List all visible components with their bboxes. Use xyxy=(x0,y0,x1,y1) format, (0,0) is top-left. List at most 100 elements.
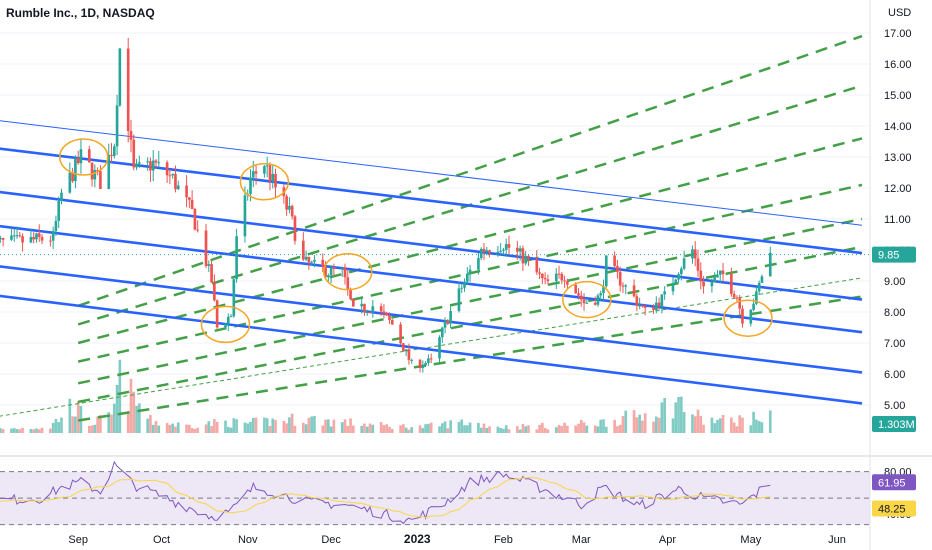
volume-bar xyxy=(563,422,566,433)
volume-bar xyxy=(718,418,722,433)
candle-body xyxy=(560,274,564,281)
candle-body xyxy=(691,249,694,259)
volume-bar xyxy=(449,420,452,433)
candle-body xyxy=(507,244,511,248)
volume-bar xyxy=(149,415,152,433)
volume-bar xyxy=(691,414,694,433)
highlight-ellipse xyxy=(323,252,373,291)
price-tick-label: 12.00 xyxy=(884,183,912,195)
candle-body xyxy=(465,273,469,282)
volume-bar xyxy=(324,419,327,433)
volume-bar xyxy=(390,428,394,433)
volume-bar xyxy=(755,419,758,433)
time-tick-label: Mar xyxy=(572,534,591,546)
candle-body xyxy=(663,291,666,295)
candle-body xyxy=(29,237,33,243)
candle-body xyxy=(563,280,566,282)
channel-line xyxy=(0,265,863,374)
candle-body xyxy=(96,170,99,172)
candle-body xyxy=(224,324,227,328)
candle-body xyxy=(504,244,508,250)
volume-bar xyxy=(457,421,461,433)
candle-body xyxy=(546,279,550,281)
time-tick-label: Dec xyxy=(321,534,341,546)
candle-body xyxy=(682,258,686,269)
volume-bar xyxy=(360,425,364,433)
volume-bar xyxy=(738,415,742,433)
candle-body xyxy=(521,248,525,264)
candle-body xyxy=(35,233,38,240)
volume-bar xyxy=(196,427,200,433)
candle-body xyxy=(54,220,58,232)
volume-bar xyxy=(618,424,622,433)
candle-body xyxy=(1,238,5,240)
candle-body xyxy=(51,231,55,241)
candle-body xyxy=(146,161,149,163)
volume-bar xyxy=(90,425,94,433)
candle-body xyxy=(249,177,252,194)
volume-bar xyxy=(713,423,717,433)
candle-body xyxy=(621,285,625,287)
candle-body xyxy=(174,173,177,190)
time-tick-label: Nov xyxy=(238,534,258,546)
volume-bar xyxy=(49,428,52,433)
candle-body xyxy=(541,273,544,279)
volume-bar xyxy=(518,429,522,433)
volume-bar xyxy=(254,417,258,433)
candle-body xyxy=(288,205,291,210)
candle-body xyxy=(151,160,155,171)
candle-body xyxy=(168,175,172,177)
candle-body xyxy=(671,282,675,292)
candle-body xyxy=(115,105,119,147)
candle-body xyxy=(165,162,169,176)
volume-bar xyxy=(329,426,333,433)
volume-bar xyxy=(93,424,97,433)
candle-body xyxy=(154,160,158,163)
volume-bar xyxy=(410,427,414,433)
highlight-ellipses[interactable] xyxy=(58,138,773,344)
volume-bar xyxy=(463,425,466,433)
volume-bar xyxy=(382,425,386,433)
candle-body xyxy=(379,306,383,312)
candle-body xyxy=(285,196,288,210)
candle-body xyxy=(10,235,13,240)
candle-body xyxy=(229,316,233,318)
candle-body xyxy=(499,250,502,252)
volume-bar xyxy=(263,417,266,433)
volume-bar xyxy=(716,419,719,433)
volume-bar xyxy=(15,429,19,433)
candle-body xyxy=(424,362,427,366)
volume-bar xyxy=(21,427,24,433)
volume-bar xyxy=(446,428,450,433)
candle-body xyxy=(496,251,500,254)
candle-body xyxy=(574,284,578,294)
candle-body xyxy=(0,238,2,240)
channel-lines[interactable] xyxy=(0,120,863,405)
candle-body xyxy=(126,48,130,131)
volume-bar xyxy=(151,424,155,433)
volume-bar xyxy=(185,424,188,433)
volume-bar xyxy=(566,425,569,433)
candle-body xyxy=(677,274,680,280)
candle-body xyxy=(107,154,111,190)
candle-body xyxy=(730,274,733,294)
candle-body xyxy=(15,235,19,237)
time-axis[interactable]: Sep Oct Nov Dec 2023 Feb Mar Apr May Jun xyxy=(68,532,845,546)
volume-bar xyxy=(265,418,269,433)
candle-body xyxy=(137,162,141,164)
candle-body xyxy=(596,295,600,305)
volume-bar xyxy=(210,426,213,433)
volume-bar xyxy=(613,419,616,433)
candle-body xyxy=(232,279,236,317)
candle-body xyxy=(204,230,208,266)
volume-bar xyxy=(749,425,753,433)
candle-body xyxy=(190,199,194,209)
value-tags: 9.85 1.303M 61.95 48.25 xyxy=(872,246,916,517)
candle-body xyxy=(616,266,619,272)
volume-bar xyxy=(479,427,483,433)
candle-body xyxy=(32,237,36,240)
volume-bar xyxy=(418,425,422,433)
volume-bar xyxy=(641,420,644,433)
candle-body xyxy=(371,306,375,313)
